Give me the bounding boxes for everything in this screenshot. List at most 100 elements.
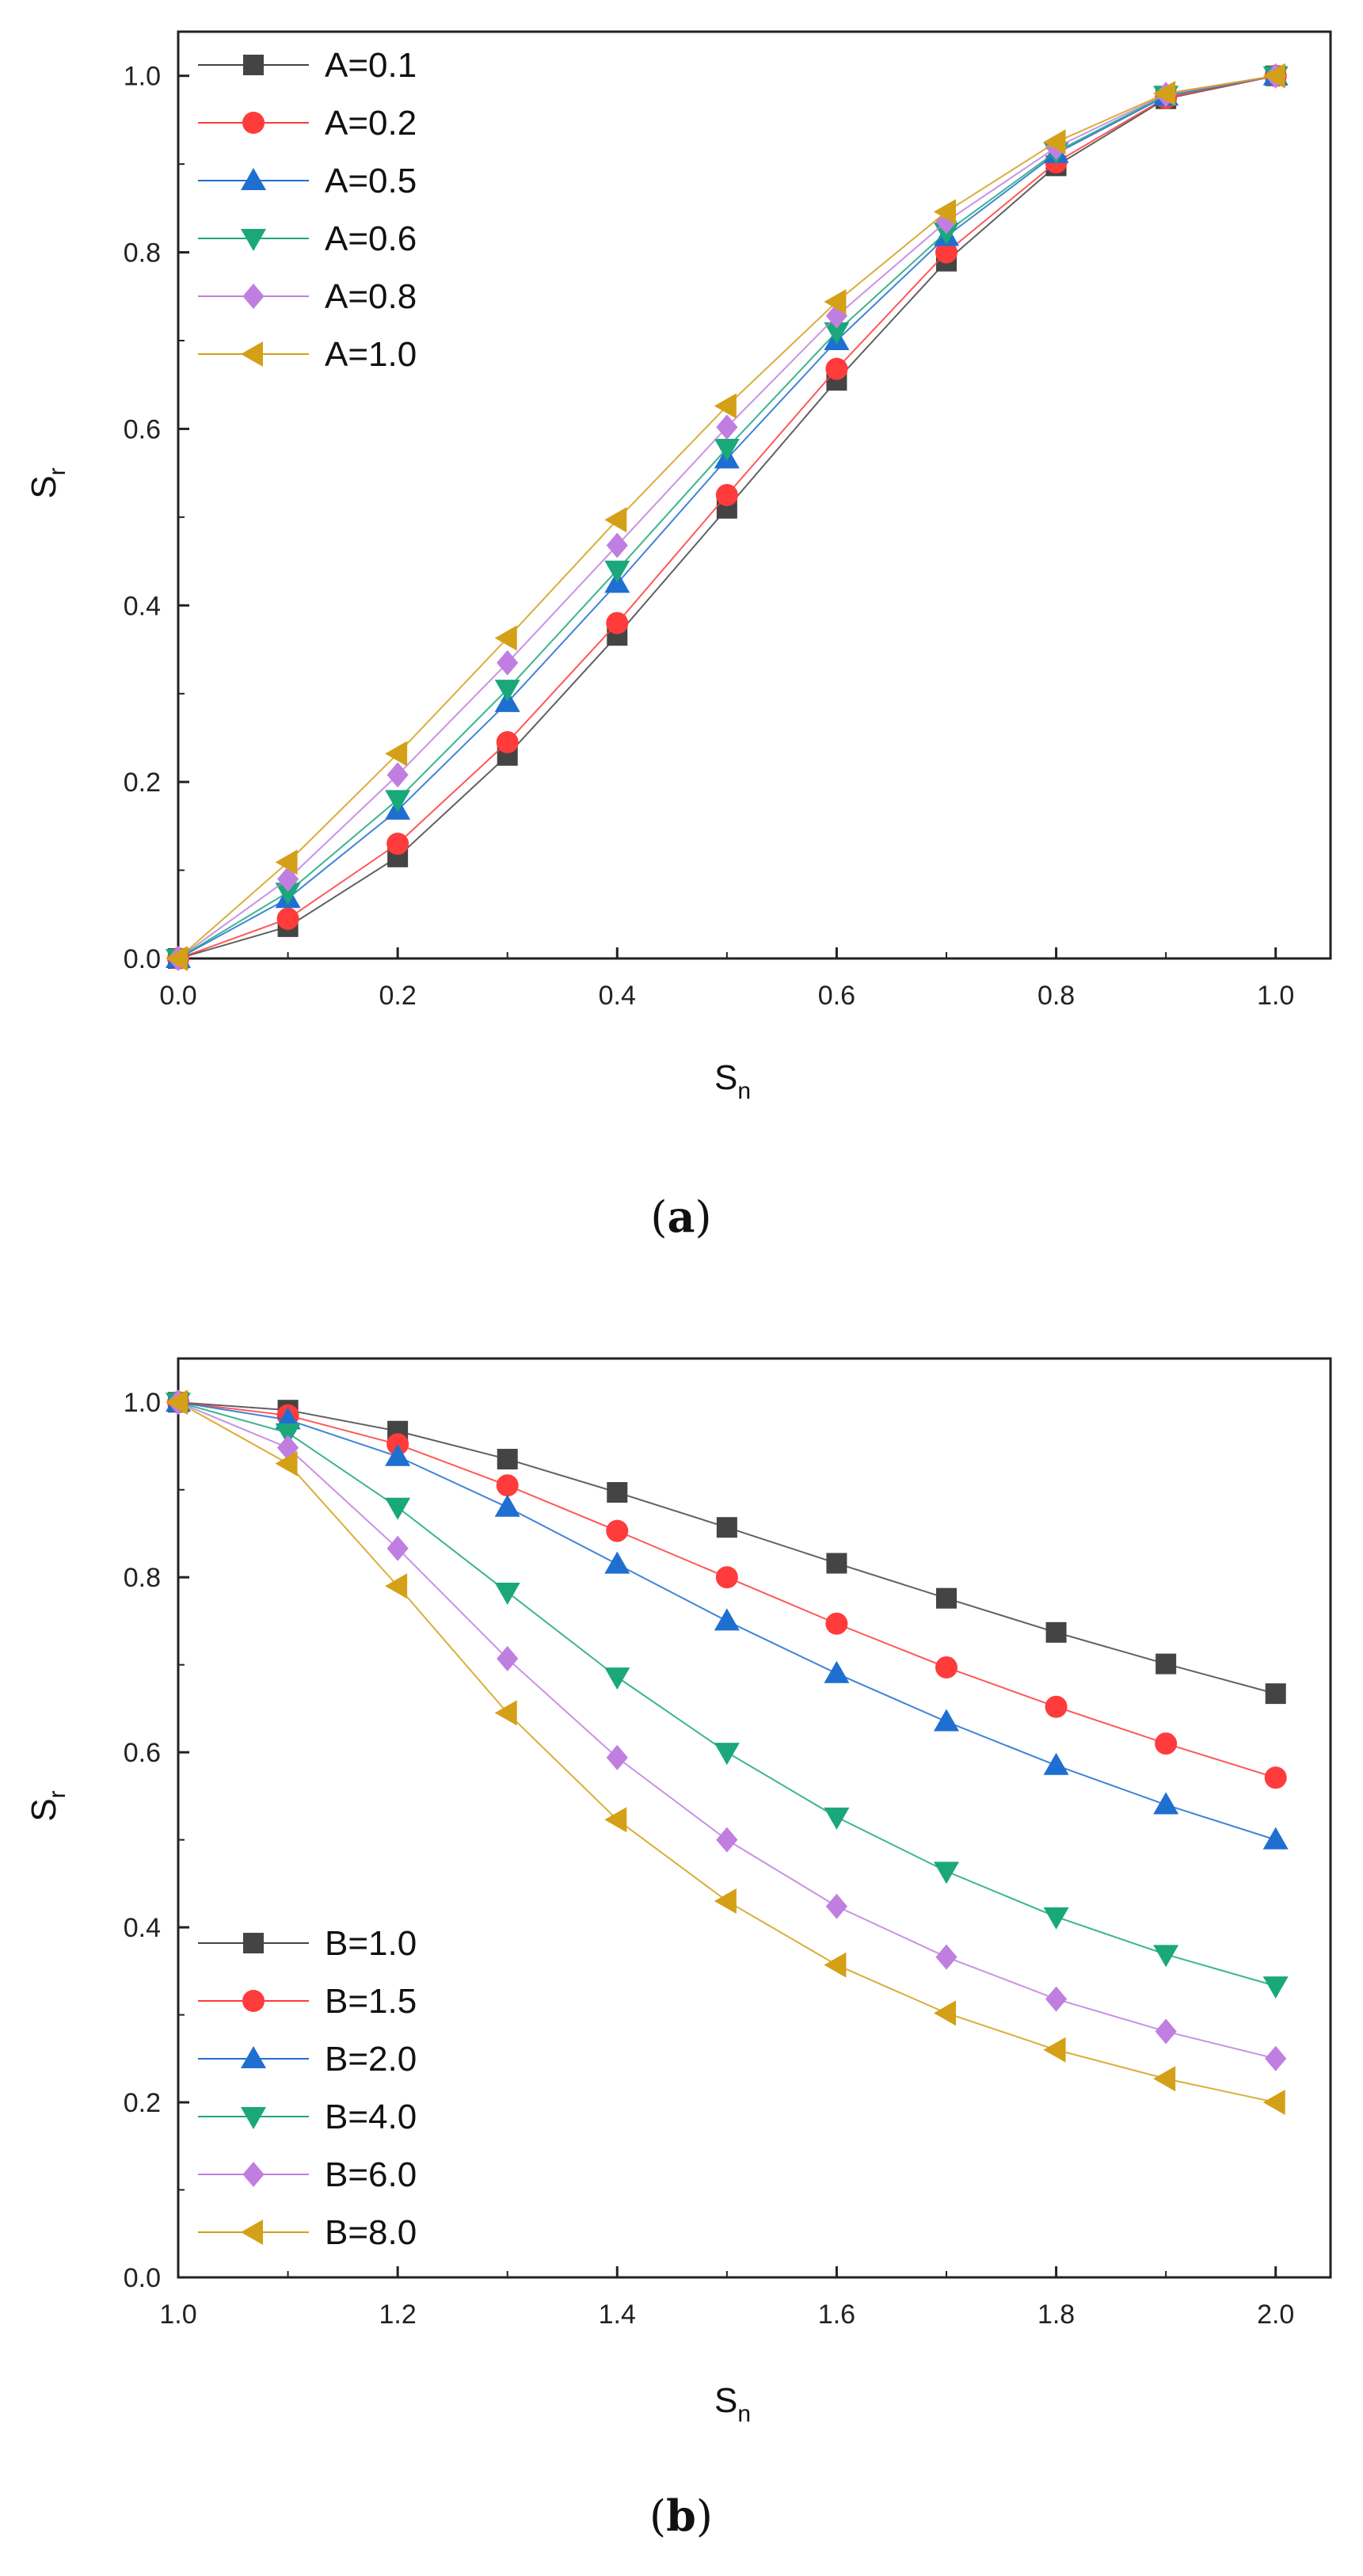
data-point <box>935 1944 958 1970</box>
data-point <box>166 1389 188 1416</box>
x-tick-label: 1.2 <box>379 2300 417 2330</box>
data-point <box>386 1535 409 1561</box>
data-point <box>716 414 738 440</box>
data-point <box>385 1443 411 1466</box>
legend-item: B=8.0 <box>198 2213 417 2252</box>
series-B=2.0 <box>166 1389 1289 1850</box>
data-point <box>1043 2037 1066 2063</box>
data-point <box>1153 1792 1179 1815</box>
data-point <box>275 882 301 905</box>
y-axis-title: Sr <box>25 467 70 498</box>
data-point <box>1043 1752 1069 1775</box>
data-point <box>386 833 409 855</box>
legend: B=1.0 B=1.5 B=2.0 B=4.0 B=6.0 B=8.0 <box>198 1924 417 2252</box>
y-tick-label: 0.6 <box>124 414 161 444</box>
y-tick-label: 0.4 <box>124 1913 161 1943</box>
x-tick-label: 0.0 <box>159 981 196 1011</box>
data-point <box>166 946 188 971</box>
y-tick-label: 1.0 <box>124 1388 161 1418</box>
series-A=1.0 <box>166 63 1285 971</box>
data-point <box>385 1573 408 1599</box>
legend-label: B=6.0 <box>325 2155 417 2194</box>
series-line <box>177 1401 1277 1779</box>
data-point <box>606 1519 629 1542</box>
data-point <box>935 208 958 234</box>
x-axis-title: Sn <box>714 2381 751 2427</box>
legend-marker <box>241 168 266 190</box>
data-point <box>607 1482 628 1503</box>
legend-label: B=1.5 <box>325 1982 417 2021</box>
x-tick-label: 2.0 <box>1257 2300 1294 2330</box>
data-point <box>1264 1766 1287 1789</box>
series-B=1.5 <box>167 1391 1287 1789</box>
data-point <box>604 1807 627 1833</box>
data-point <box>604 1551 630 1574</box>
legend-label: A=0.8 <box>325 277 417 316</box>
x-tick-label: 1.4 <box>599 2300 636 2330</box>
data-point <box>934 2000 956 2026</box>
x-tick-label: 1.8 <box>1037 2300 1075 2330</box>
series-B=6.0 <box>167 1389 1287 2071</box>
legend-item: A=0.5 <box>198 162 417 200</box>
data-point <box>1262 1827 1289 1850</box>
data-point <box>1156 1653 1177 1675</box>
data-point <box>276 907 299 930</box>
data-point <box>1262 2090 1285 2116</box>
data-point <box>716 1517 737 1538</box>
data-point <box>275 849 298 875</box>
legend-marker <box>242 1990 265 2012</box>
x-tick-label: 0.2 <box>379 981 417 1011</box>
legend-item: B=4.0 <box>198 2098 417 2136</box>
data-point <box>1262 1976 1289 1999</box>
legend-label: B=8.0 <box>325 2213 417 2252</box>
data-point <box>716 1827 738 1853</box>
legend-marker <box>241 229 266 251</box>
data-point <box>496 1474 519 1497</box>
panel-caption: (b) <box>649 2490 713 2541</box>
plot-frame <box>177 1357 1332 2279</box>
legend-item: A=0.6 <box>198 219 417 258</box>
legend-marker <box>243 55 264 75</box>
plot-frame <box>177 30 1332 960</box>
data-point <box>714 1608 740 1631</box>
legend-label: A=0.1 <box>325 46 417 85</box>
legend-marker <box>241 2046 266 2068</box>
data-point <box>714 393 737 419</box>
data-point <box>494 680 520 703</box>
y-axis-title: Sr <box>25 1790 70 1821</box>
x-tick-label: 0.8 <box>1037 981 1075 1011</box>
data-point <box>494 1700 517 1726</box>
data-point <box>1262 63 1285 89</box>
data-point <box>606 532 628 558</box>
series-line <box>177 1401 1276 1695</box>
data-point <box>714 1888 737 1914</box>
data-point <box>385 1497 411 1520</box>
x-tick-label: 1.0 <box>1257 981 1294 1011</box>
legend-label: B=2.0 <box>325 2040 417 2079</box>
data-point <box>825 1893 848 1919</box>
data-point <box>1265 1683 1286 1705</box>
chart-panel-b: 1.0 1.2 1.4 1.6 1.8 2.0 0.0 0.2 0.4 0.6 0.8 1.0 Sn Sr… <box>25 1357 1332 2541</box>
data-point <box>934 1709 959 1732</box>
data-point <box>604 507 627 533</box>
data-point <box>494 1494 520 1517</box>
legend-label: A=0.2 <box>325 104 417 143</box>
legend-marker <box>241 341 263 367</box>
x-tick-label: 1.0 <box>159 2300 196 2330</box>
data-point <box>494 625 517 651</box>
data-point <box>604 560 630 583</box>
data-point <box>1045 1986 1068 2012</box>
x-axis-title: Sn <box>714 1058 751 1104</box>
legend-label: B=1.0 <box>325 1924 417 1963</box>
legend-item: B=1.0 <box>198 1924 417 1963</box>
legend-item: B=1.5 <box>198 1982 417 2021</box>
data-point <box>497 1645 519 1671</box>
data-point <box>1155 2018 1177 2044</box>
data-point <box>276 866 299 892</box>
x-tick-label: 0.4 <box>599 981 636 1011</box>
data-point <box>275 1423 301 1446</box>
data-point <box>824 1660 850 1683</box>
x-tick-label: 0.6 <box>818 981 855 1011</box>
data-point <box>1265 2045 1287 2071</box>
